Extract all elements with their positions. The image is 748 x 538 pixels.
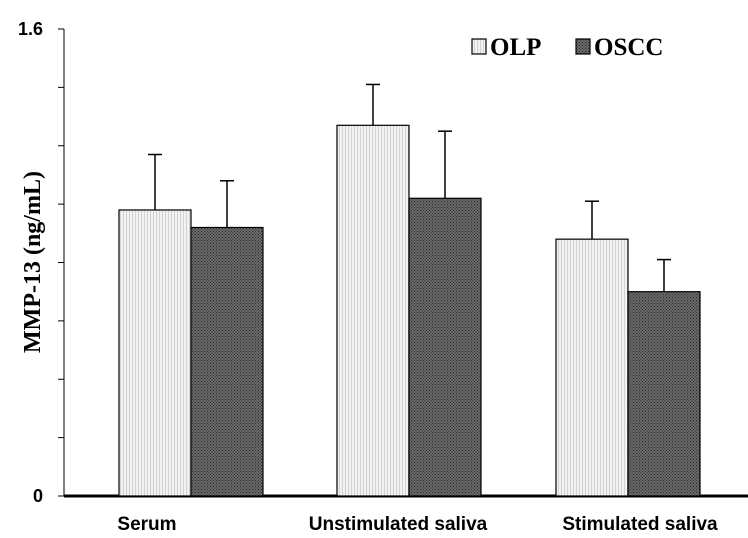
y-tick-label: 1.6 [18, 19, 43, 39]
bar-olp [336, 124, 410, 497]
legend-swatch-olp [471, 38, 487, 55]
legend: OLP OSCC [471, 34, 663, 61]
bar-oscc [190, 226, 264, 497]
labels: 0 1.6 Serum Unstimulated saliva Stimulated s… [18, 19, 718, 535]
y-axis-label: MMP-13 (ng/mL) [20, 171, 46, 353]
y-tick-label: 0 [33, 486, 43, 506]
bar-oscc [408, 197, 482, 497]
x-category-label: Serum [117, 514, 176, 535]
x-category-label: Stimulated saliva [562, 514, 718, 535]
bar-oscc [627, 291, 701, 497]
legend-label-oscc: OSCC [594, 34, 663, 61]
y-axis-label-group: MMP-13 (ng/mL) [20, 171, 46, 353]
bar-olp [118, 209, 192, 497]
bar-olp [555, 238, 629, 497]
x-category-label: Unstimulated saliva [309, 514, 488, 535]
legend-swatch-oscc [575, 38, 591, 55]
bars [118, 83, 701, 497]
legend-label-olp: OLP [490, 34, 541, 61]
